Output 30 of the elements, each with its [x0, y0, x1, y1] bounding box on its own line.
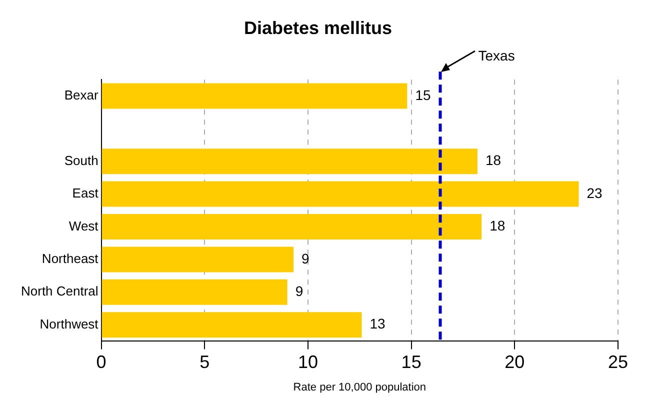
y-tick-label: North Central	[20, 284, 98, 299]
bar	[102, 279, 288, 305]
data-label: 18	[485, 152, 502, 168]
data-label: 9	[302, 250, 310, 266]
y-tick-label: Northeast	[42, 251, 99, 266]
y-tick-label: West	[68, 218, 99, 234]
data-label: 18	[490, 218, 506, 234]
bar	[102, 181, 579, 207]
bar	[102, 246, 294, 272]
x-tick-label: 0	[96, 352, 106, 372]
x-tick-label: 5	[200, 352, 210, 372]
bar	[102, 148, 478, 174]
x-axis-title: Rate per 10,000 population	[293, 381, 426, 394]
y-tick-label: South	[64, 152, 98, 168]
y-tick-label: East	[72, 186, 99, 201]
x-tick-label: 10	[298, 352, 318, 372]
data-label: 15	[415, 86, 431, 103]
x-tick-label: 20	[504, 352, 525, 372]
data-label: 13	[370, 316, 386, 332]
chart-title: Diabetes mellitus	[244, 18, 392, 38]
data-label: 9	[295, 283, 304, 300]
x-tick-label: 25	[608, 352, 628, 372]
bar	[102, 83, 408, 109]
bar	[102, 214, 482, 240]
y-tick-label: Northwest	[40, 316, 99, 332]
bar	[102, 312, 362, 338]
y-tick-label: Bexar	[64, 88, 99, 103]
ref-line-label: Texas	[478, 47, 515, 64]
x-tick-label: 15	[401, 352, 422, 372]
data-label: 23	[586, 184, 603, 201]
